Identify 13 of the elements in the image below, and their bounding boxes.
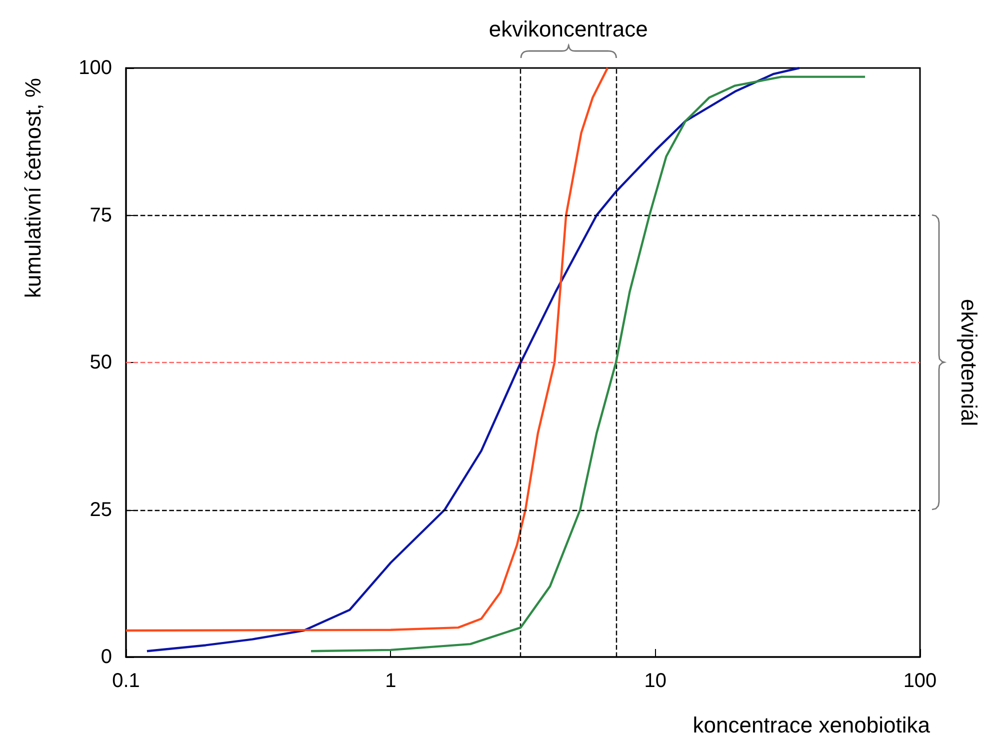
y-tick-label: 50 (90, 352, 112, 374)
x-axis-title: koncentrace xenobiotika (692, 712, 931, 738)
y-tick-label: 100 (78, 57, 112, 79)
y-tick-label: 0 (100, 646, 112, 668)
x-tick-label: 1 (385, 670, 396, 692)
text: ekvikoncentrace (488, 16, 648, 42)
y-tick-label: 75 (90, 204, 112, 226)
text: ekvipotenciál (956, 298, 982, 426)
y-axis-title: kumulativní četnost, % (20, 78, 46, 298)
y-tick-label: 25 (90, 498, 112, 521)
x-tick-label: 0.1 (112, 670, 140, 692)
x-tick-label: 100 (903, 670, 937, 692)
x-tick-label: 10 (644, 670, 666, 692)
